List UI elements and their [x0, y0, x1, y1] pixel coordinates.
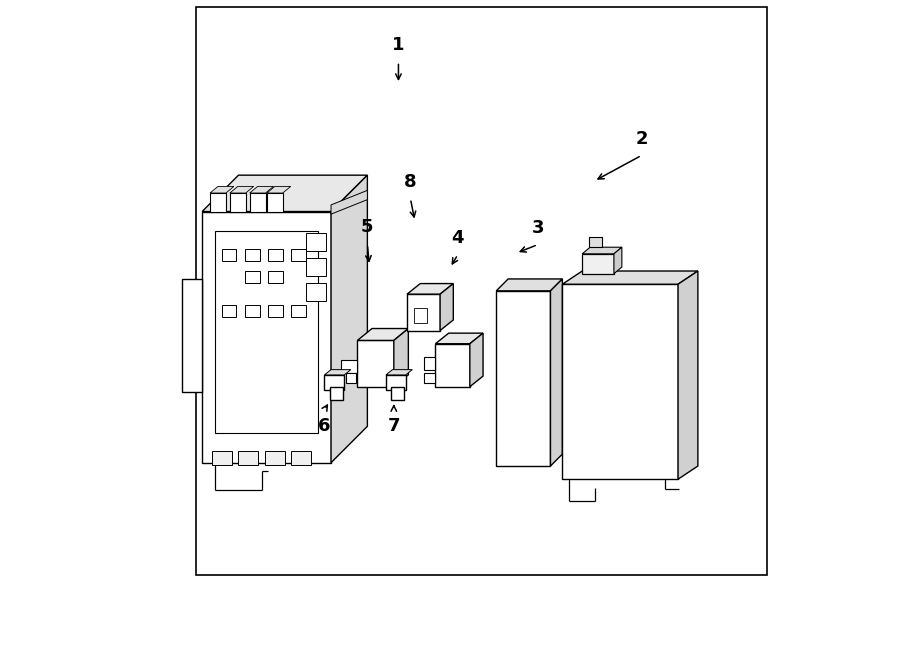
- Text: 6: 6: [319, 417, 330, 436]
- Bar: [306, 283, 326, 301]
- Text: 3: 3: [532, 219, 544, 237]
- Text: 2: 2: [635, 130, 648, 148]
- Bar: [249, 193, 266, 212]
- Bar: [292, 305, 306, 317]
- Bar: [292, 249, 306, 261]
- Bar: [346, 373, 356, 383]
- Polygon shape: [230, 186, 254, 193]
- Polygon shape: [183, 280, 202, 393]
- Polygon shape: [440, 284, 454, 330]
- Text: 4: 4: [452, 229, 464, 247]
- Bar: [222, 249, 237, 261]
- Bar: [424, 373, 436, 383]
- Bar: [268, 249, 283, 261]
- Bar: [202, 212, 331, 463]
- Bar: [245, 249, 259, 261]
- Text: 1: 1: [392, 36, 405, 54]
- Bar: [329, 387, 343, 400]
- Bar: [230, 193, 246, 212]
- Bar: [357, 340, 394, 387]
- Bar: [407, 294, 440, 330]
- Bar: [268, 270, 283, 283]
- Polygon shape: [470, 333, 483, 387]
- Polygon shape: [331, 190, 367, 214]
- Polygon shape: [614, 247, 622, 274]
- Bar: [562, 284, 678, 479]
- Bar: [210, 193, 226, 212]
- Text: 8: 8: [404, 173, 417, 191]
- Bar: [582, 254, 614, 274]
- Bar: [436, 344, 470, 387]
- Polygon shape: [249, 186, 274, 193]
- Bar: [341, 360, 357, 373]
- Bar: [267, 193, 283, 212]
- Bar: [306, 233, 326, 251]
- Polygon shape: [562, 271, 698, 284]
- Bar: [306, 258, 326, 276]
- Polygon shape: [331, 175, 367, 463]
- Bar: [195, 7, 768, 575]
- Bar: [324, 375, 344, 390]
- Polygon shape: [386, 369, 412, 375]
- Text: 5: 5: [361, 218, 374, 237]
- Polygon shape: [551, 279, 562, 466]
- Polygon shape: [678, 271, 698, 479]
- Bar: [222, 305, 237, 317]
- Polygon shape: [202, 175, 367, 212]
- Polygon shape: [210, 186, 234, 193]
- Bar: [212, 451, 232, 465]
- Bar: [589, 237, 602, 247]
- Polygon shape: [582, 247, 622, 254]
- Polygon shape: [357, 329, 409, 340]
- Bar: [392, 387, 404, 400]
- Bar: [268, 305, 283, 317]
- Polygon shape: [496, 279, 562, 291]
- Bar: [496, 291, 551, 466]
- Polygon shape: [394, 329, 409, 387]
- Polygon shape: [407, 284, 454, 294]
- Bar: [265, 451, 284, 465]
- Bar: [245, 270, 259, 283]
- Bar: [414, 308, 427, 323]
- Polygon shape: [324, 369, 351, 375]
- Polygon shape: [436, 333, 483, 344]
- Bar: [292, 451, 311, 465]
- Bar: [424, 357, 436, 370]
- Bar: [245, 305, 259, 317]
- Bar: [238, 451, 258, 465]
- Bar: [215, 231, 318, 433]
- Polygon shape: [267, 186, 291, 193]
- Text: 7: 7: [388, 417, 400, 436]
- Bar: [386, 375, 406, 390]
